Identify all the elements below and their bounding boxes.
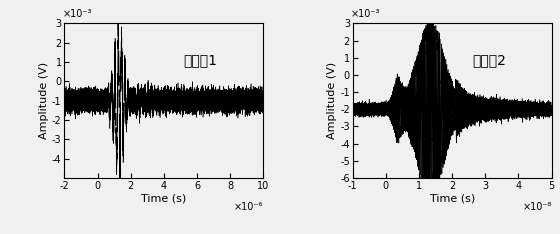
Y-axis label: Amplitude (V): Amplitude (V) xyxy=(328,62,338,139)
Text: ×10⁻³: ×10⁻³ xyxy=(62,9,92,19)
Text: ×10⁻⁶: ×10⁻⁶ xyxy=(234,202,263,212)
Text: 측정신2: 측정신2 xyxy=(472,53,506,67)
Text: ×10⁻⁸: ×10⁻⁸ xyxy=(522,202,552,212)
Text: 측정신1: 측정신1 xyxy=(184,53,218,67)
Text: ×10⁻³: ×10⁻³ xyxy=(351,9,380,19)
X-axis label: Time (s): Time (s) xyxy=(141,193,186,203)
Y-axis label: Amplitude (V): Amplitude (V) xyxy=(39,62,49,139)
X-axis label: Time (s): Time (s) xyxy=(430,193,475,203)
